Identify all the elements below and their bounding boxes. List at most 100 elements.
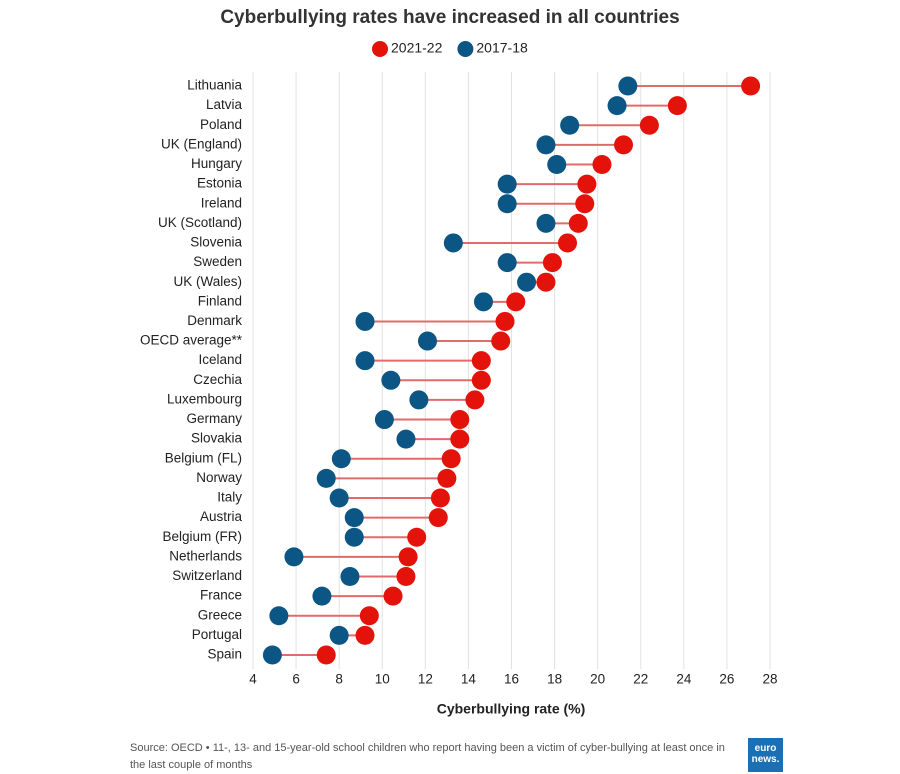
y-tick-label: Latvia bbox=[206, 97, 243, 112]
dot bbox=[473, 292, 493, 312]
dot bbox=[355, 625, 375, 645]
source-note: Source: OECD • 11-, 13- and 15-year-old … bbox=[130, 742, 725, 771]
dot bbox=[344, 508, 364, 528]
dot bbox=[409, 390, 429, 410]
y-tick-label: Belgium (FR) bbox=[162, 529, 242, 544]
y-tick-label: Iceland bbox=[198, 352, 242, 367]
legend-label: 2017-18 bbox=[476, 40, 528, 56]
y-tick-label: Slovenia bbox=[190, 235, 242, 250]
dot bbox=[381, 370, 401, 390]
dot bbox=[344, 527, 364, 547]
y-tick-label: Czechia bbox=[193, 372, 242, 387]
x-tick-label: 24 bbox=[676, 672, 692, 687]
dot bbox=[396, 429, 416, 449]
legend-marker bbox=[372, 41, 388, 57]
dot bbox=[465, 390, 485, 410]
logo-text: euro bbox=[754, 743, 777, 754]
y-tick-label: Sweden bbox=[193, 254, 242, 269]
dot bbox=[495, 311, 515, 331]
x-tick-label: 4 bbox=[249, 672, 257, 687]
legend-label: 2021-22 bbox=[391, 40, 443, 56]
dot bbox=[284, 547, 304, 567]
y-tick-label: Belgium (FL) bbox=[165, 450, 242, 465]
dot bbox=[441, 449, 461, 469]
dot bbox=[536, 272, 556, 292]
dot bbox=[262, 645, 282, 665]
dot bbox=[517, 272, 537, 292]
dot bbox=[359, 606, 379, 626]
dot bbox=[269, 606, 289, 626]
dot bbox=[417, 331, 437, 351]
y-tick-label: Estonia bbox=[197, 176, 243, 191]
legend-marker bbox=[457, 41, 474, 57]
dot bbox=[592, 154, 612, 174]
dot bbox=[383, 586, 403, 606]
logo: euro news. bbox=[748, 738, 783, 772]
dot bbox=[547, 154, 567, 174]
dot bbox=[437, 468, 457, 488]
x-tick-label: 18 bbox=[547, 672, 562, 687]
x-tick-label: 8 bbox=[335, 672, 343, 687]
dot bbox=[618, 76, 638, 96]
dot bbox=[374, 410, 394, 430]
y-tick-label: Germany bbox=[186, 411, 242, 426]
chart-title: Cyberbullying rates have increased in al… bbox=[220, 7, 679, 28]
logo-text: news. bbox=[751, 754, 780, 765]
y-tick-label: Slovakia bbox=[191, 431, 243, 446]
dot bbox=[741, 76, 761, 96]
x-tick-label: 20 bbox=[590, 672, 605, 687]
y-tick-label: Luxembourg bbox=[167, 391, 242, 406]
x-tick-label: 26 bbox=[719, 672, 734, 687]
y-tick-label: Hungary bbox=[191, 156, 242, 171]
y-tick-label: Ireland bbox=[201, 195, 242, 210]
y-tick-label: UK (Wales) bbox=[173, 274, 242, 289]
y-tick-label: Spain bbox=[207, 647, 242, 662]
x-tick-label: 12 bbox=[418, 672, 433, 687]
dot bbox=[312, 586, 332, 606]
dot bbox=[497, 253, 517, 273]
dot bbox=[614, 135, 634, 155]
y-tick-label: Lithuania bbox=[187, 78, 242, 93]
dot bbox=[430, 488, 450, 508]
y-tick-label: Italy bbox=[217, 490, 242, 505]
dot bbox=[428, 508, 448, 528]
dot bbox=[340, 567, 360, 586]
x-tick-label: 10 bbox=[375, 672, 390, 687]
dot bbox=[639, 115, 659, 135]
y-tick-label: Poland bbox=[200, 117, 242, 132]
dot bbox=[316, 645, 336, 665]
dot bbox=[396, 567, 416, 586]
chart: Cyberbullying rates have increased in al… bbox=[140, 7, 778, 717]
y-tick-label: Switzerland bbox=[172, 568, 242, 583]
dot bbox=[560, 115, 580, 135]
dot bbox=[398, 547, 418, 567]
dot bbox=[558, 233, 578, 253]
y-tick-label: Denmark bbox=[187, 313, 242, 328]
dot bbox=[506, 292, 526, 312]
x-tick-label: 16 bbox=[504, 672, 519, 687]
dot bbox=[471, 370, 491, 390]
x-tick-label: 28 bbox=[762, 672, 777, 687]
y-tick-label: Portugal bbox=[192, 627, 242, 642]
dot bbox=[355, 311, 375, 331]
dot bbox=[355, 351, 375, 371]
y-tick-label: Austria bbox=[200, 509, 243, 524]
dot bbox=[329, 488, 349, 508]
x-tick-label: 14 bbox=[461, 672, 477, 687]
dot bbox=[450, 429, 470, 449]
y-tick-label: UK (England) bbox=[161, 136, 242, 151]
y-tick-label: Finland bbox=[198, 293, 242, 308]
dot bbox=[607, 96, 627, 116]
dot bbox=[536, 213, 556, 233]
y-tick-label: Netherlands bbox=[169, 548, 242, 563]
dot bbox=[575, 194, 595, 214]
dot bbox=[536, 135, 556, 155]
y-tick-label: UK (Scotland) bbox=[158, 215, 242, 230]
x-tick-label: 22 bbox=[633, 672, 648, 687]
dot bbox=[491, 331, 511, 351]
y-tick-label: OECD average** bbox=[140, 333, 243, 348]
dot bbox=[568, 213, 588, 233]
dot bbox=[471, 351, 491, 371]
dot bbox=[577, 174, 597, 194]
